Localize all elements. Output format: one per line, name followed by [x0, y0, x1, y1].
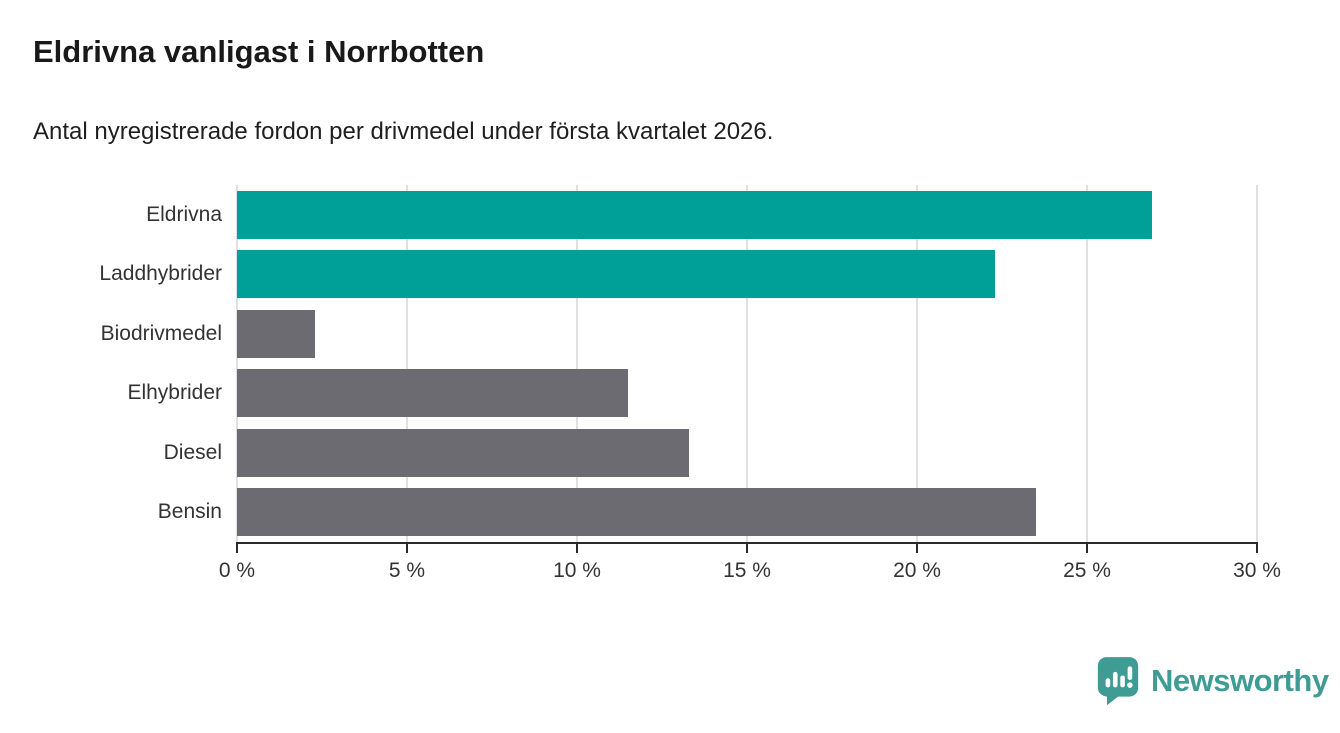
bar-bensin: [237, 488, 1036, 537]
bar-laddhybrider: [237, 250, 996, 299]
speech-bubble-bar-chart-icon: [1097, 657, 1139, 706]
bar-row: [237, 423, 1257, 483]
bar-elhybrider: [237, 369, 628, 418]
tick-mark: [916, 544, 918, 553]
bar-eldrivna: [237, 190, 1152, 239]
bar-row: [237, 304, 1257, 364]
tick-mark: [406, 544, 408, 553]
newsworthy-logo: Newsworthy: [1096, 656, 1329, 706]
bar-row: [237, 364, 1257, 424]
x-axis-line: [236, 542, 1258, 544]
tick-label: 20 %: [893, 559, 941, 582]
gridline: [576, 185, 578, 542]
tick-label: 5 %: [388, 559, 426, 582]
tick-label: 0 %: [218, 559, 256, 582]
tick-mark: [746, 544, 748, 553]
bar-row: [237, 185, 1257, 245]
gridline: [916, 185, 918, 542]
category-label: Elhybrider: [127, 381, 222, 405]
bar-diesel: [237, 428, 690, 477]
page-title: Eldrivna vanligast i Norrbotten: [33, 34, 485, 69]
gridlines: [236, 185, 1258, 542]
gridline: [1086, 185, 1088, 542]
chart-subtitle: Antal nyregistrerade fordon per drivmede…: [33, 118, 774, 145]
bar-row: [237, 483, 1257, 543]
bar-biodrivmedel: [237, 309, 316, 358]
gridline: [236, 185, 238, 542]
bar-row: [237, 245, 1257, 305]
tick-label: 30 %: [1233, 559, 1281, 582]
category-label: Bensin: [157, 500, 222, 524]
tick-mark: [1256, 544, 1258, 553]
x-axis: 0 % 5 % 10 % 15 % 20 % 25 % 30 %: [219, 542, 1281, 592]
category-label: Laddhybrider: [99, 262, 222, 286]
tick-label: 25 %: [1063, 559, 1111, 582]
bar-rows: [237, 185, 1257, 542]
category-labels: Eldrivna Laddhybrider Biodrivmedel Elhybrid…: [0, 185, 222, 542]
tick-label: 10 %: [553, 559, 601, 582]
plot-area: [236, 185, 1258, 542]
gridline: [1256, 185, 1258, 542]
tick-mark: [236, 544, 238, 553]
category-label: Biodrivmedel: [100, 321, 222, 345]
newsworthy-logo-text: Newsworthy: [1151, 663, 1329, 698]
category-label: Diesel: [163, 440, 222, 464]
tick-mark: [576, 544, 578, 553]
tick-mark: [1086, 544, 1088, 553]
category-label: Eldrivna: [146, 202, 222, 226]
gridline: [406, 185, 408, 542]
tick-label: 15 %: [723, 559, 771, 582]
gridline: [746, 185, 748, 542]
